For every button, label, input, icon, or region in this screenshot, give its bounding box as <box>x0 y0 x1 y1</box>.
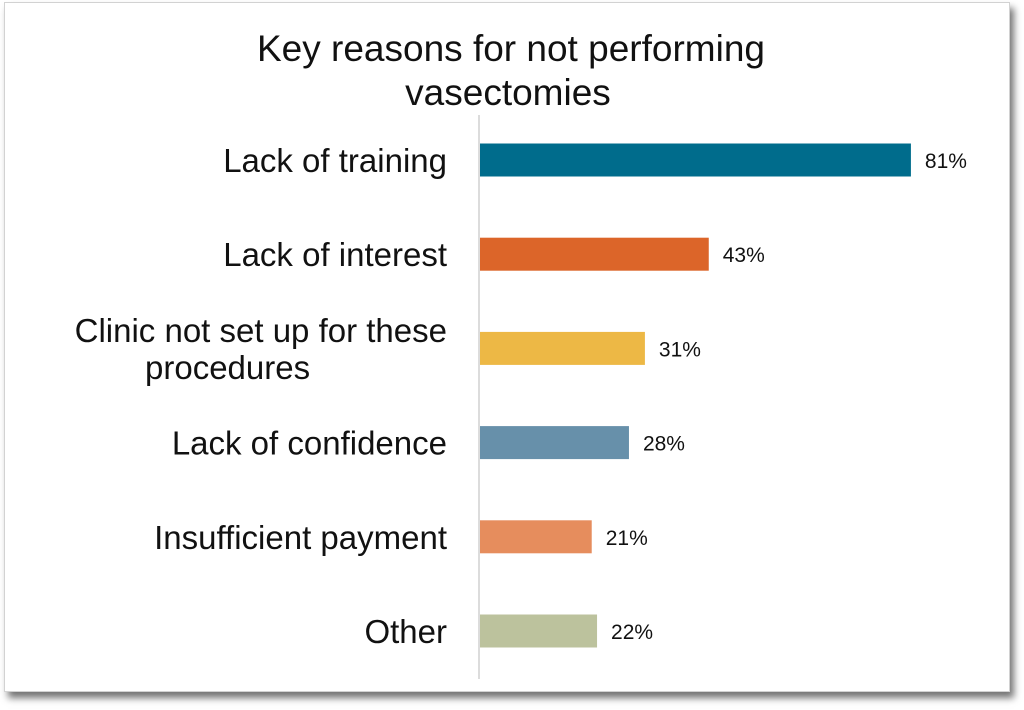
bar-3 <box>480 426 629 460</box>
chart-title-line-1: Key reasons for not performing <box>257 28 765 69</box>
value-label-5: 22% <box>611 621 653 644</box>
category-label-2-line-1: procedures <box>145 349 310 386</box>
bar-1 <box>480 237 709 271</box>
category-label-1: Lack of interest <box>223 236 447 273</box>
value-label-1: 43% <box>723 244 765 267</box>
bar-chart: 81% Lack of training 43% Lack of interest 31… <box>75 115 967 679</box>
bar-5 <box>480 614 598 648</box>
category-label-3: Lack of confidence <box>172 425 447 462</box>
chart-title: Key reasons for not performing vasectomi… <box>5 27 1011 115</box>
bar-2 <box>480 331 645 365</box>
chart-title-line-2: vasectomies <box>405 72 611 113</box>
value-label-4: 21% <box>606 527 648 550</box>
value-label-0: 81% <box>925 150 967 173</box>
chart-frame: Key reasons for not performing vasectomi… <box>4 2 1010 692</box>
bar-0 <box>480 143 911 177</box>
bar-4 <box>480 520 592 554</box>
category-label-5: Other <box>364 613 447 650</box>
category-label-4: Insufficient payment <box>154 519 447 556</box>
value-label-3: 28% <box>643 433 685 456</box>
category-label-2-line-0: Clinic not set up for these <box>75 312 447 349</box>
value-label-2: 31% <box>659 338 701 361</box>
category-label-0: Lack of training <box>223 142 447 179</box>
